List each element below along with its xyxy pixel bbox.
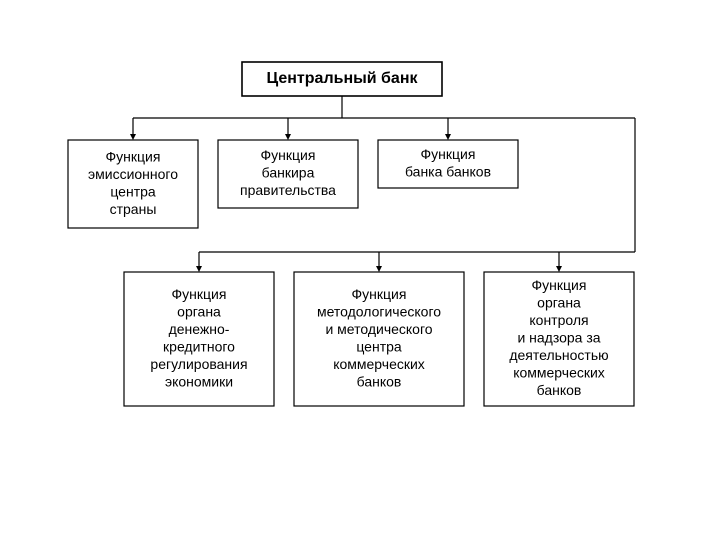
row2-node-0-line-4: регулирования bbox=[150, 356, 247, 372]
row2-node-2-line-1: органа bbox=[537, 295, 581, 311]
row1-node-2-line-1: банка банков bbox=[405, 163, 491, 179]
row1-node-1-line-0: Функция bbox=[261, 147, 316, 163]
row2-node-2: Функция органаконтроля и надзора задеятель… bbox=[484, 272, 634, 406]
row1-node-0-line-3: страны bbox=[110, 201, 157, 217]
row2-node-1-line-1: методологического bbox=[317, 303, 441, 319]
row2-node-1: Функцияметодологического и методическогоц… bbox=[294, 272, 464, 406]
row2-node-2-line-4: деятельностью bbox=[509, 347, 608, 363]
row2-node-0-line-2: денежно- bbox=[169, 321, 230, 337]
row2-node-0-line-1: органа bbox=[177, 303, 221, 319]
row2-node-2-line-6: банков bbox=[537, 382, 582, 398]
row1-node-2: Функциябанка банков bbox=[378, 140, 518, 188]
row2-node-0-line-3: кредитного bbox=[163, 338, 235, 354]
row2-node-0-line-5: экономики bbox=[165, 373, 233, 389]
row1-node-1-line-1: банкира bbox=[262, 165, 315, 181]
row2-node-0-line-0: Функция bbox=[172, 286, 227, 302]
boxes: Центральный банкФункцияэмиссионногоцентр… bbox=[68, 62, 634, 406]
row2-node-2-line-3: и надзора за bbox=[517, 330, 600, 346]
root-node-line-0: Центральный банк bbox=[266, 70, 418, 87]
row1-node-2-line-0: Функция bbox=[421, 146, 476, 162]
row2-node-2-line-5: коммерческих bbox=[513, 365, 605, 381]
row2-node-0: Функцияоргана денежно-кредитного регулиров… bbox=[124, 272, 274, 406]
row2-node-1-line-4: коммерческих bbox=[333, 356, 425, 372]
row2-node-2-line-2: контроля bbox=[529, 312, 588, 328]
row2-node-1-line-5: банков bbox=[357, 373, 402, 389]
row1-node-1: Функция банкираправительства bbox=[218, 140, 358, 208]
row2-node-1-line-0: Функция bbox=[352, 286, 407, 302]
row1-node-0-line-0: Функция bbox=[106, 148, 161, 164]
row2-node-1-line-2: и методического bbox=[325, 321, 432, 337]
row1-node-0-line-2: центра bbox=[110, 183, 156, 199]
row2-node-2-line-0: Функция bbox=[532, 277, 587, 293]
root-node: Центральный банк bbox=[242, 62, 442, 96]
row1-node-1-line-2: правительства bbox=[240, 182, 336, 198]
row1-node-0: Функция эмиссионногоцентра страны bbox=[68, 140, 198, 228]
row1-node-0-line-1: эмиссионного bbox=[88, 166, 178, 182]
row2-node-1-line-3: центра bbox=[356, 338, 402, 354]
